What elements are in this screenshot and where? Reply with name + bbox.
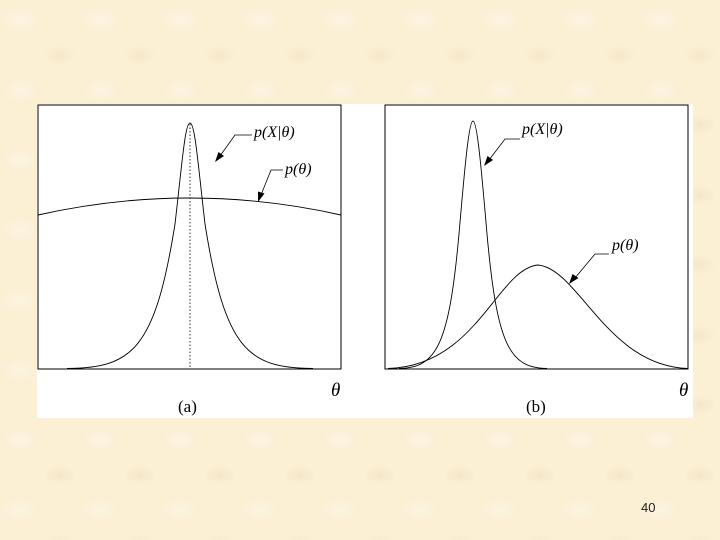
panel-a-prior-leader [260, 169, 283, 196]
figure-area: p(X|θ) p(θ) θ (a) p(X|θ) p(θ) θ [37, 104, 693, 418]
panel-b-prior-arrowhead [569, 274, 579, 284]
figure-svg: p(X|θ) p(θ) θ (a) p(X|θ) p(θ) θ [37, 104, 689, 416]
panel-a-prior-arrowhead [258, 191, 265, 202]
panel-a-prior-label: p(θ) [284, 161, 312, 178]
panel-a-prior-curve [37, 197, 342, 216]
panel-b-likelihood-arrowhead [484, 156, 493, 166]
panel-b-caption: (b) [526, 397, 546, 416]
panel-a-frame [37, 104, 342, 370]
panel-b-frame [384, 104, 689, 370]
panel-b-likelihood-curve [398, 120, 548, 369]
panel-a-caption: (a) [178, 397, 197, 416]
panel-b-likelihood-label: p(X|θ) [521, 121, 563, 138]
panel-a-axis-symbol: θ [331, 380, 340, 401]
panel-b-prior-leader [574, 253, 609, 279]
panel-b: p(X|θ) p(θ) θ (b) [384, 104, 689, 416]
panel-b-likelihood-leader [488, 138, 520, 161]
panel-a-likelihood-curve [66, 122, 314, 369]
panel-a-likelihood-arrowhead [215, 152, 224, 162]
panel-a: p(X|θ) p(θ) θ (a) [37, 104, 342, 416]
panel-a-likelihood-label: p(X|θ) [253, 124, 295, 141]
panel-b-prior-curve [387, 264, 689, 369]
panel-b-axis-symbol: θ [679, 380, 688, 401]
panel-a-likelihood-leader [219, 134, 252, 157]
panel-b-prior-label: p(θ) [611, 237, 639, 254]
page-number: 40 [641, 500, 656, 515]
